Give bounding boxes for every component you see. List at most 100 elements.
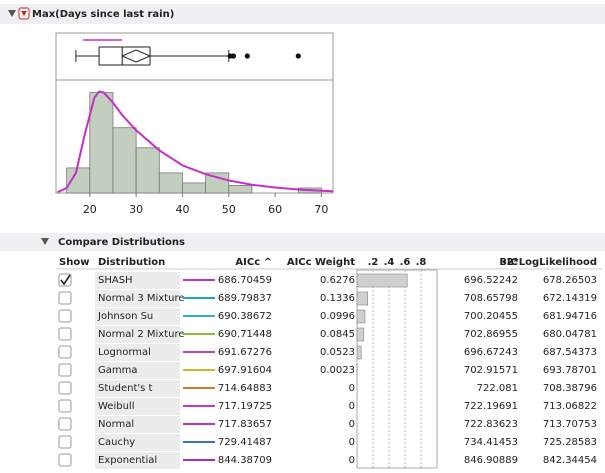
aicc-weight: 0.0996 (320, 311, 355, 322)
box (98, 46, 151, 66)
aicc: 690.38672 (218, 311, 272, 322)
weight-tick-label: .8 (416, 257, 427, 268)
weight-tick-label: .4 (384, 257, 395, 268)
name-cell (95, 416, 180, 433)
histogram-bar (89, 92, 114, 194)
column-header: AICc ^ (235, 257, 272, 268)
aicc-weight: 0.0845 (320, 329, 355, 340)
bic: 722.19691 (464, 401, 518, 412)
weight-bar (356, 327, 365, 342)
checkbox[interactable] (58, 309, 72, 323)
loglik: 708.38796 (543, 383, 597, 394)
name-cell (95, 272, 180, 289)
checkbox[interactable] (58, 417, 72, 431)
column-header: AICc Weight (287, 257, 355, 268)
histogram-bar (135, 147, 160, 194)
distribution-name: Student's t (98, 383, 153, 394)
name-cell (95, 434, 180, 451)
histogram-bar (158, 172, 183, 194)
aicc: 714.64883 (218, 383, 272, 394)
column-header: -2*LogLikelihood (502, 257, 597, 268)
loglik: 842.34454 (543, 455, 597, 466)
header-title: Max(Days since last rain) (32, 9, 174, 20)
name-cell (95, 326, 180, 343)
loglik: 680.04781 (543, 329, 597, 340)
distribution-name: Normal 3 Mixture (98, 293, 185, 304)
aicc-weight: 0 (349, 419, 355, 430)
weight-bar (356, 273, 408, 288)
distribution-name: Normal (98, 419, 134, 430)
distribution-name: Gamma (98, 365, 138, 376)
loglik: 678.26503 (543, 275, 597, 286)
histogram-bar (112, 127, 137, 194)
aicc-weight: 0.0523 (320, 347, 355, 358)
bic: 702.91571 (464, 365, 518, 376)
name-cell (95, 362, 180, 379)
aicc: 844.38709 (218, 455, 272, 466)
distribution-name: Lognormal (98, 347, 151, 358)
weight-bar (356, 291, 368, 306)
disclosure-triangle[interactable] (8, 10, 16, 17)
checkbox[interactable] (58, 345, 72, 359)
outlier (244, 53, 250, 59)
bic: 696.52242 (464, 275, 518, 286)
loglik: 681.94716 (543, 311, 597, 322)
name-cell (95, 344, 180, 361)
loglik: 713.70753 (543, 419, 597, 430)
distribution-name: Cauchy (98, 437, 135, 448)
aicc-weight: 0.0023 (320, 365, 355, 376)
x-tick-label: 60 (268, 203, 282, 216)
loglik: 672.14319 (543, 293, 597, 304)
weight-bar (356, 345, 362, 360)
bic: 700.20455 (464, 311, 518, 322)
distribution-name: Johnson Su (97, 311, 153, 322)
checkbox[interactable] (58, 435, 72, 449)
checkbox[interactable] (58, 327, 72, 341)
column-header: BIC (499, 257, 518, 268)
checkbox[interactable] (58, 399, 72, 413)
checkbox[interactable] (58, 363, 72, 377)
aicc-weight: 0 (349, 401, 355, 412)
outlier (230, 53, 237, 59)
aicc: 686.70459 (218, 275, 272, 286)
loglik: 725.28583 (543, 437, 597, 448)
section-title: Compare Distributions (58, 237, 185, 248)
checkbox[interactable] (58, 453, 72, 467)
name-cell (95, 308, 180, 325)
name-cell (95, 398, 180, 415)
aicc: 690.71448 (218, 329, 272, 340)
distribution-name: Exponential (98, 455, 157, 466)
name-cell (95, 290, 180, 307)
distribution-name: SHASH (98, 275, 133, 286)
bic: 722.83623 (464, 419, 518, 430)
histogram-bar (182, 182, 207, 194)
distribution-name: Normal 2 Mixture (98, 329, 185, 340)
header-bar (0, 4, 605, 24)
x-tick-label: 20 (83, 203, 97, 216)
weight-tick-label: .6 (400, 257, 411, 268)
bic: 708.65798 (464, 293, 518, 304)
aicc: 717.19725 (218, 401, 272, 412)
name-cell (95, 380, 180, 397)
weight-bar (356, 309, 366, 324)
name-cell (95, 452, 180, 469)
loglik: 713.06822 (543, 401, 597, 412)
x-tick-label: 40 (175, 203, 189, 216)
column-header: Distribution (98, 257, 165, 268)
histogram-bar (228, 185, 253, 194)
aicc-weight: 0.6276 (320, 275, 355, 286)
bic: 846.90889 (464, 455, 518, 466)
checkmark (60, 274, 71, 286)
bic: 696.67243 (464, 347, 518, 358)
column-header: Show (59, 257, 89, 268)
loglik: 693.78701 (543, 365, 597, 376)
bic: 722.081 (477, 383, 518, 394)
checkbox[interactable] (58, 291, 72, 305)
aicc: 689.79837 (218, 293, 272, 304)
checkbox[interactable] (58, 381, 72, 395)
disclosure-triangle[interactable] (41, 238, 49, 245)
distribution-name: Weibull (98, 401, 134, 412)
aicc: 697.91604 (218, 365, 272, 376)
aicc-weight: 0 (349, 383, 355, 394)
